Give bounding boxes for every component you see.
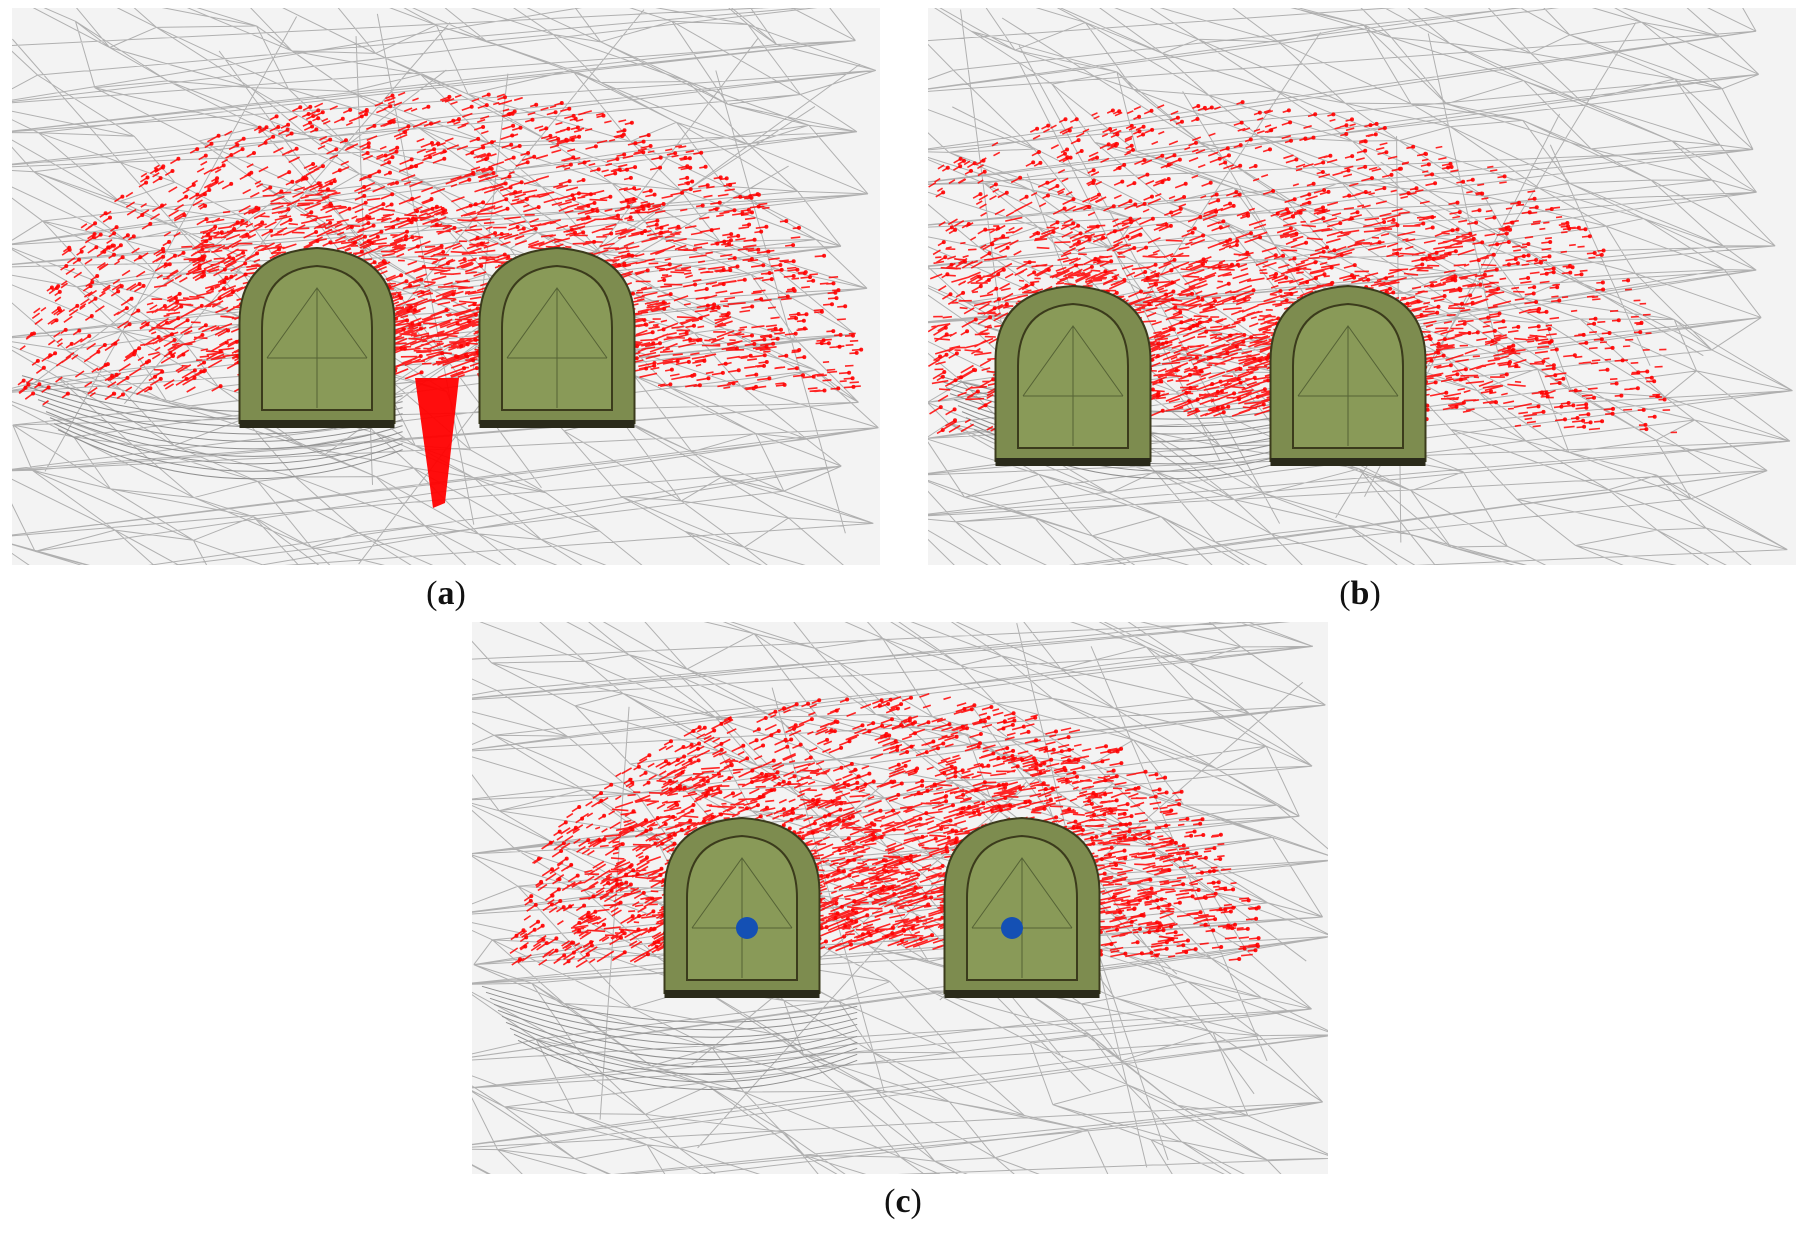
tunnel-portal [663,816,821,998]
panel-b-figure [928,8,1796,565]
ground-mesh [481,985,858,1090]
tunnel-portal [994,284,1152,466]
panel-c-mesh-view [472,622,1328,1174]
panel-a-figure [12,8,880,565]
monitoring-point-marker [736,917,758,939]
tunnel-portal [1269,284,1427,466]
tunnel-portal [238,246,396,428]
displacement-vector-field [17,91,864,508]
tunnel-portal [943,816,1101,998]
caption-b: (b) [1339,575,1381,612]
monitoring-point-marker [1001,917,1023,939]
caption-a: (a) [426,575,466,612]
panel-c-figure [472,622,1328,1174]
displacement-vector-field [928,100,1678,435]
vector-plume [415,378,459,508]
caption-c: (c) [884,1183,922,1220]
tunnel-portal [478,246,636,428]
ground-mesh [21,375,403,480]
panel-a-mesh-view [12,8,880,565]
panel-b-mesh-view [928,8,1796,565]
